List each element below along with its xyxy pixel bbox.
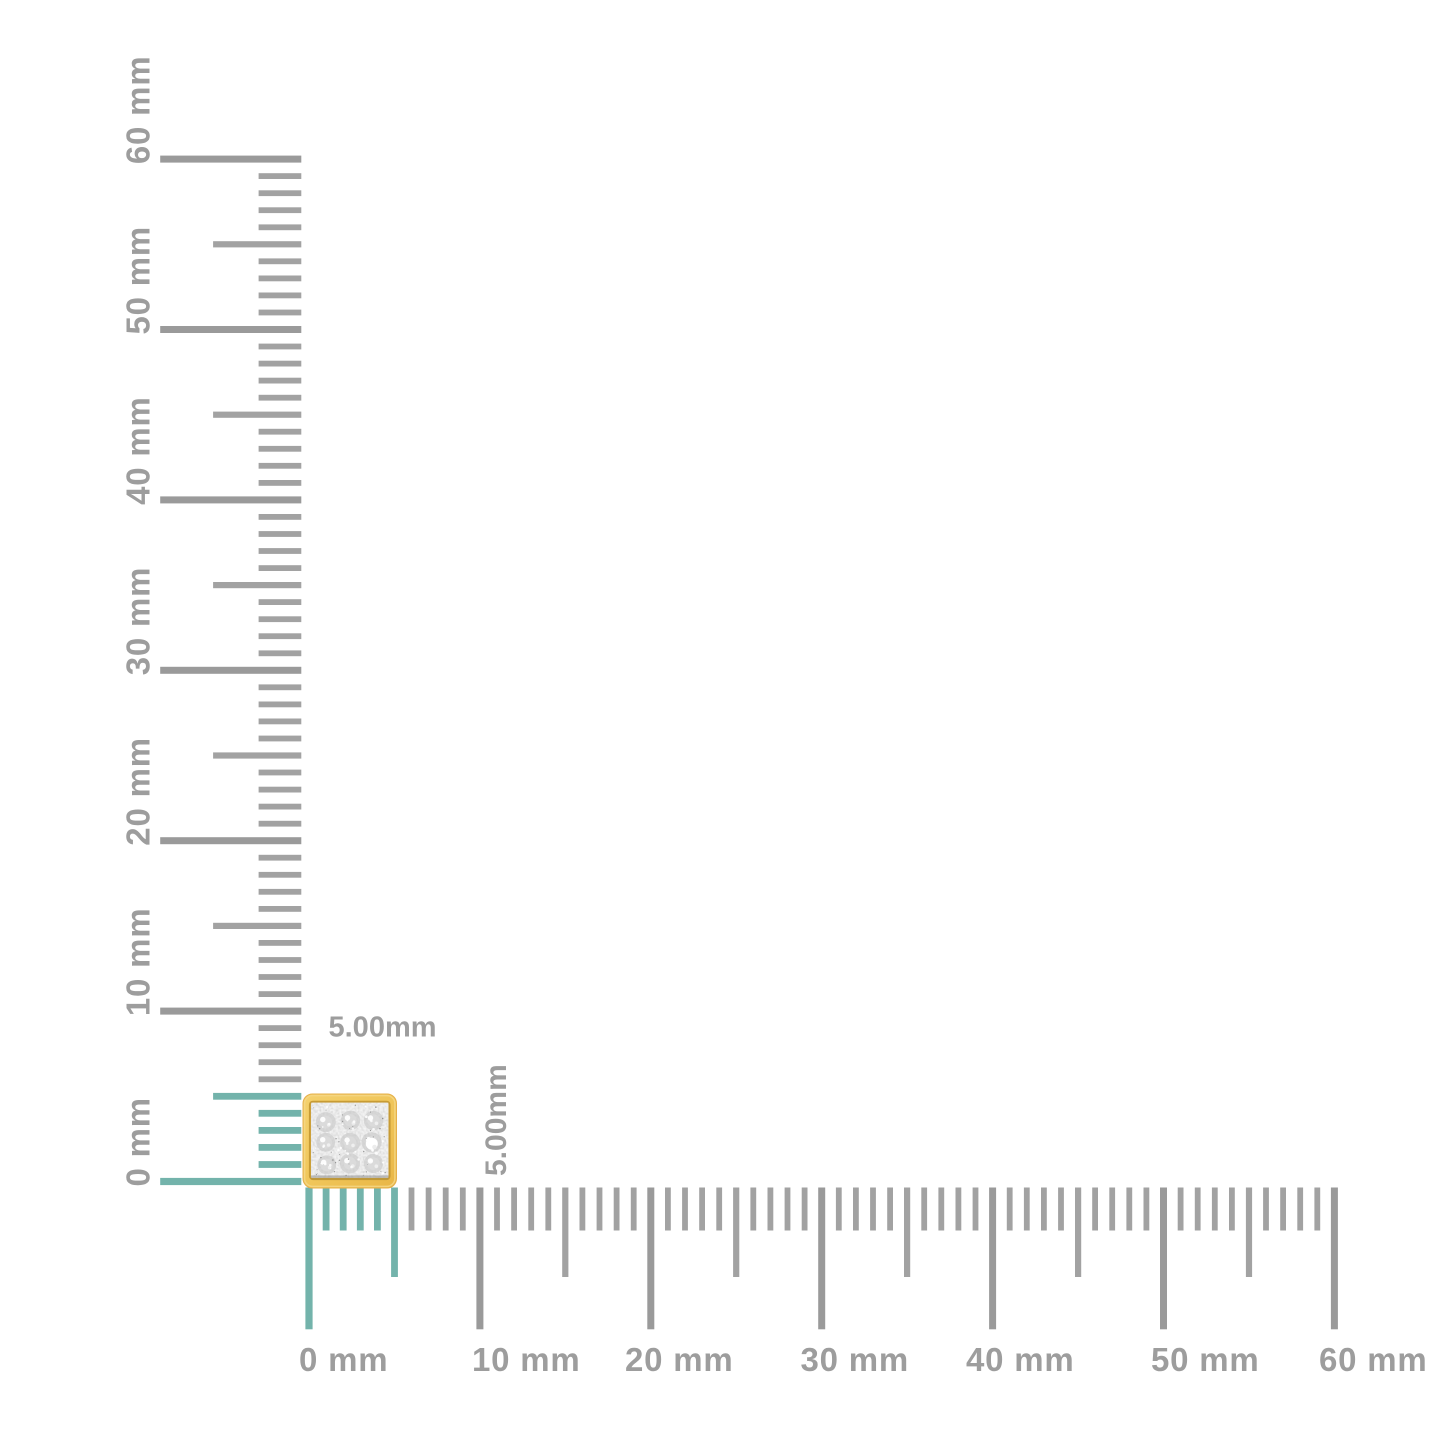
svg-text:10 mm: 10 mm	[472, 1341, 581, 1378]
svg-text:20 mm: 20 mm	[120, 737, 157, 846]
svg-text:0 mm: 0 mm	[120, 1097, 157, 1186]
svg-text:30 mm: 30 mm	[120, 567, 157, 676]
svg-text:10 mm: 10 mm	[120, 908, 157, 1017]
svg-text:5.00mm: 5.00mm	[480, 1064, 513, 1176]
svg-text:60 mm: 60 mm	[120, 56, 157, 165]
svg-text:50 mm: 50 mm	[1151, 1341, 1260, 1378]
svg-text:40 mm: 40 mm	[120, 396, 157, 505]
svg-text:30 mm: 30 mm	[801, 1341, 910, 1378]
svg-text:0 mm: 0 mm	[299, 1341, 388, 1378]
svg-text:60 mm: 60 mm	[1319, 1341, 1428, 1378]
svg-text:40 mm: 40 mm	[966, 1341, 1075, 1378]
svg-text:5.00mm: 5.00mm	[329, 1012, 437, 1044]
svg-text:50 mm: 50 mm	[120, 226, 157, 335]
svg-text:20 mm: 20 mm	[625, 1341, 734, 1378]
